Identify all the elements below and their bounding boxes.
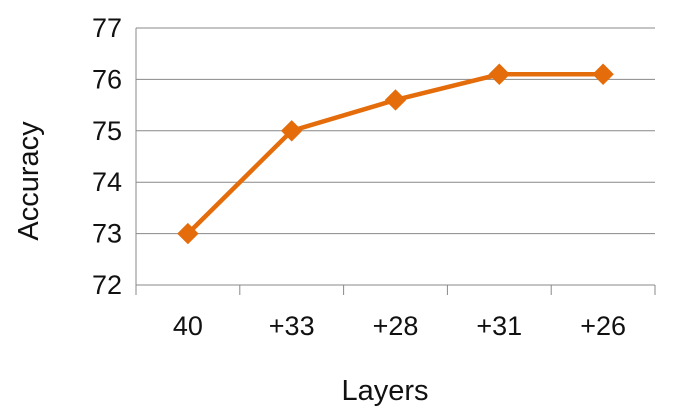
x-tick-label: +33 [269, 311, 315, 341]
y-tick-label: 75 [92, 116, 122, 146]
gridlines [136, 27, 655, 235]
x-tick-label: 40 [173, 311, 203, 341]
y-tick-label: 73 [92, 219, 122, 249]
x-tick-label: +26 [580, 311, 626, 341]
y-tick-label: 74 [92, 167, 122, 197]
data-point-marker [384, 89, 407, 111]
y-tick-label: 77 [92, 13, 122, 43]
y-tick-label: 76 [92, 64, 122, 94]
data-point-marker [592, 63, 614, 85]
axes [135, 28, 656, 295]
data-point-marker [177, 222, 199, 245]
series [177, 63, 614, 245]
data-point-marker [280, 120, 303, 142]
data-point-marker [488, 63, 511, 85]
y-axis-title: Accuracy [13, 121, 45, 241]
y-tick-labels: 72 73 74 75 76 77 [92, 13, 122, 300]
x-axis-title: Layers [341, 375, 428, 407]
x-tick-label: +28 [373, 311, 419, 341]
x-tick-labels: 40 +33 +28 +31 +26 [173, 311, 626, 341]
y-tick-label: 72 [92, 270, 122, 300]
x-tick-label: +31 [476, 311, 522, 341]
